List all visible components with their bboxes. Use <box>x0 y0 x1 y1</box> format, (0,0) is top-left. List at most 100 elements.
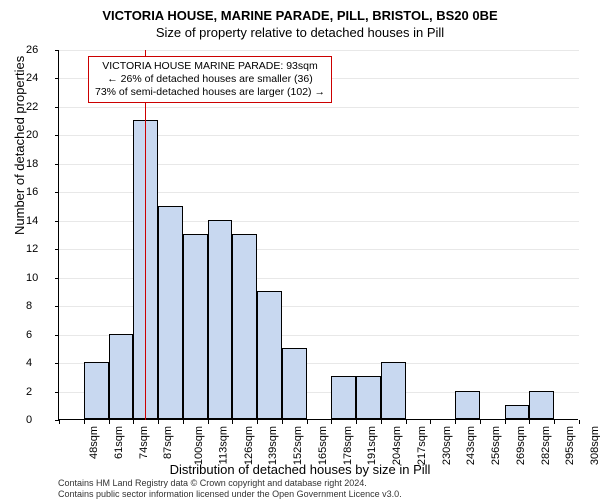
x-tick-mark <box>406 420 407 424</box>
x-tick-label: 217sqm <box>416 426 428 465</box>
x-tick-mark <box>208 420 209 424</box>
y-tick-mark <box>55 278 59 279</box>
x-tick-label: 74sqm <box>138 426 150 459</box>
y-tick-label: 24 <box>26 72 50 84</box>
y-tick-mark <box>55 107 59 108</box>
x-tick-label: 243sqm <box>466 426 478 465</box>
y-tick-mark <box>55 78 59 79</box>
chart-title-main: VICTORIA HOUSE, MARINE PARADE, PILL, BRI… <box>0 0 600 23</box>
x-tick-mark <box>133 420 134 424</box>
x-tick-label: 295sqm <box>565 426 577 465</box>
x-tick-label: 113sqm <box>217 426 229 464</box>
x-tick-label: 48sqm <box>88 426 100 459</box>
x-tick-mark <box>158 420 159 424</box>
y-tick-mark <box>55 50 59 51</box>
histogram-bar <box>183 234 208 419</box>
x-tick-label: 152sqm <box>292 426 304 465</box>
histogram-bar <box>84 362 109 419</box>
x-tick-mark <box>282 420 283 424</box>
y-tick-label: 26 <box>26 44 50 56</box>
x-tick-mark <box>579 420 580 424</box>
footer-line-1: Contains HM Land Registry data © Crown c… <box>58 478 402 488</box>
annotation-box: VICTORIA HOUSE MARINE PARADE: 93sqm← 26%… <box>88 56 332 103</box>
plot-region: 48sqm61sqm74sqm87sqm100sqm113sqm126sqm13… <box>58 50 578 420</box>
x-tick-label: 191sqm <box>367 426 379 465</box>
y-tick-label: 18 <box>26 158 50 170</box>
y-tick-mark <box>55 363 59 364</box>
chart-area: 48sqm61sqm74sqm87sqm100sqm113sqm126sqm13… <box>58 50 578 420</box>
histogram-bar <box>455 391 480 419</box>
annotation-line: VICTORIA HOUSE MARINE PARADE: 93sqm <box>95 60 325 73</box>
grid-line <box>59 107 579 108</box>
y-tick-mark <box>55 192 59 193</box>
y-tick-label: 20 <box>26 129 50 141</box>
x-tick-label: 282sqm <box>540 426 552 465</box>
histogram-bar <box>282 348 307 419</box>
y-tick-label: 16 <box>26 186 50 198</box>
x-tick-mark <box>505 420 506 424</box>
x-axis-label: Distribution of detached houses by size … <box>0 462 600 477</box>
x-tick-mark <box>356 420 357 424</box>
reference-line <box>145 50 146 420</box>
histogram-bar <box>356 376 381 419</box>
y-tick-label: 2 <box>26 386 50 398</box>
x-tick-label: 230sqm <box>441 426 453 465</box>
histogram-bar <box>158 206 183 419</box>
x-tick-mark <box>480 420 481 424</box>
histogram-bar <box>331 376 356 419</box>
grid-line <box>59 50 579 51</box>
x-tick-mark <box>529 420 530 424</box>
y-tick-mark <box>55 392 59 393</box>
y-tick-mark <box>55 335 59 336</box>
x-tick-mark <box>232 420 233 424</box>
y-tick-label: 12 <box>26 243 50 255</box>
x-tick-label: 87sqm <box>162 426 174 459</box>
y-tick-label: 10 <box>26 272 50 284</box>
y-tick-mark <box>55 164 59 165</box>
chart-title-sub: Size of property relative to detached ho… <box>0 23 600 40</box>
y-tick-mark <box>55 249 59 250</box>
histogram-bar <box>257 291 282 419</box>
x-tick-label: 204sqm <box>391 426 403 465</box>
footer-attribution: Contains HM Land Registry data © Crown c… <box>58 478 402 499</box>
histogram-bar <box>381 362 406 419</box>
x-tick-mark <box>331 420 332 424</box>
x-tick-label: 61sqm <box>113 426 125 459</box>
y-axis-label: Number of detached properties <box>12 56 27 235</box>
x-tick-mark <box>430 420 431 424</box>
x-tick-label: 126sqm <box>243 426 255 465</box>
annotation-line: ← 26% of detached houses are smaller (36… <box>95 73 325 86</box>
x-tick-mark <box>307 420 308 424</box>
y-tick-label: 0 <box>26 414 50 426</box>
histogram-bar <box>529 391 554 419</box>
x-tick-mark <box>257 420 258 424</box>
y-tick-label: 22 <box>26 101 50 113</box>
x-tick-label: 139sqm <box>267 426 279 465</box>
x-tick-mark <box>183 420 184 424</box>
x-tick-label: 100sqm <box>193 426 205 465</box>
y-tick-mark <box>55 135 59 136</box>
y-tick-label: 14 <box>26 215 50 227</box>
x-tick-mark <box>59 420 60 424</box>
x-tick-label: 308sqm <box>589 426 600 465</box>
annotation-line: 73% of semi-detached houses are larger (… <box>95 86 325 99</box>
x-tick-mark <box>84 420 85 424</box>
x-tick-mark <box>109 420 110 424</box>
histogram-bar <box>109 334 134 419</box>
x-tick-label: 178sqm <box>342 426 354 465</box>
x-tick-label: 256sqm <box>490 426 502 465</box>
x-tick-label: 269sqm <box>515 426 527 465</box>
histogram-bar <box>505 405 530 419</box>
x-tick-mark <box>381 420 382 424</box>
footer-line-2: Contains public sector information licen… <box>58 489 402 499</box>
x-tick-label: 165sqm <box>317 426 329 465</box>
x-tick-mark <box>455 420 456 424</box>
histogram-bar <box>208 220 233 419</box>
histogram-bar <box>232 234 257 419</box>
y-tick-label: 4 <box>26 357 50 369</box>
y-tick-mark <box>55 221 59 222</box>
y-tick-label: 8 <box>26 300 50 312</box>
y-tick-label: 6 <box>26 329 50 341</box>
x-tick-mark <box>554 420 555 424</box>
y-tick-mark <box>55 306 59 307</box>
